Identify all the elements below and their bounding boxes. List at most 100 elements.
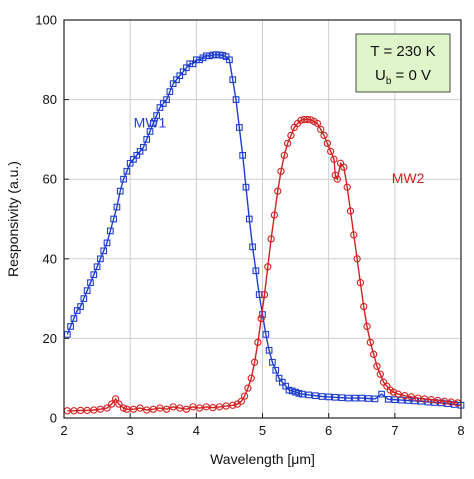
x-tick-label: 8 bbox=[457, 423, 464, 438]
data-point bbox=[384, 395, 392, 403]
data-point bbox=[149, 120, 157, 127]
data-point bbox=[156, 404, 164, 412]
data-point bbox=[407, 393, 416, 401]
y-tick-label: 40 bbox=[43, 251, 57, 266]
data-point bbox=[247, 374, 255, 382]
data-point bbox=[239, 151, 247, 159]
data-point bbox=[323, 139, 331, 148]
data-point bbox=[80, 295, 88, 302]
data-point bbox=[350, 231, 358, 239]
data-point bbox=[255, 291, 263, 298]
data-point bbox=[129, 405, 138, 413]
data-point bbox=[242, 183, 250, 191]
data-point bbox=[303, 115, 312, 124]
data-point bbox=[120, 175, 127, 183]
data-point bbox=[331, 171, 339, 179]
data-point bbox=[96, 405, 105, 413]
data-point bbox=[176, 404, 184, 412]
data-point bbox=[371, 395, 379, 403]
bias-subscript: b bbox=[386, 76, 392, 87]
data-point bbox=[87, 279, 94, 287]
y-tick-label: 0 bbox=[50, 411, 57, 426]
data-point bbox=[146, 128, 154, 135]
series-label-mw2: MW2 bbox=[392, 170, 425, 186]
y-axis-title: Responsivity (a.u.) bbox=[5, 161, 21, 277]
bias-value: = 0 V bbox=[391, 67, 431, 84]
data-point bbox=[237, 397, 245, 405]
series-mw2 bbox=[63, 115, 462, 415]
data-point bbox=[346, 207, 355, 215]
data-point bbox=[378, 390, 385, 398]
data-point bbox=[340, 163, 348, 171]
data-point bbox=[100, 247, 108, 255]
x-tick-label: 2 bbox=[60, 423, 67, 438]
data-point bbox=[245, 215, 253, 223]
data-point bbox=[365, 395, 372, 402]
data-point bbox=[272, 366, 280, 374]
data-point bbox=[327, 147, 335, 155]
data-point bbox=[370, 350, 378, 358]
data-point bbox=[77, 303, 84, 310]
data-point bbox=[93, 263, 101, 271]
data-point bbox=[343, 183, 351, 191]
data-point bbox=[277, 167, 285, 175]
data-point bbox=[83, 287, 91, 294]
data-point bbox=[345, 394, 352, 402]
data-point bbox=[229, 401, 237, 409]
data-point bbox=[338, 394, 346, 402]
data-point bbox=[182, 405, 191, 413]
data-point bbox=[264, 263, 272, 271]
data-point bbox=[391, 396, 399, 404]
data-point bbox=[401, 392, 409, 400]
data-point bbox=[249, 243, 256, 251]
data-point bbox=[252, 267, 260, 275]
data-point bbox=[67, 323, 74, 330]
data-point bbox=[331, 393, 339, 401]
series-label-mw1: MW1 bbox=[134, 114, 167, 130]
data-point bbox=[103, 239, 111, 247]
data-point bbox=[244, 384, 252, 392]
data-point bbox=[166, 88, 174, 95]
x-axis-title: Wavelength [μm] bbox=[210, 451, 315, 467]
data-point bbox=[240, 392, 249, 400]
series-labels: MW1 MW2 bbox=[134, 114, 425, 186]
data-point bbox=[226, 56, 233, 64]
x-tick-label: 6 bbox=[325, 423, 332, 438]
data-point bbox=[123, 167, 131, 175]
data-point bbox=[70, 315, 78, 322]
series-mw1 bbox=[63, 51, 465, 409]
data-point bbox=[195, 404, 204, 412]
data-point bbox=[325, 393, 333, 401]
data-point bbox=[274, 187, 282, 195]
series-line bbox=[66, 53, 462, 406]
data-point bbox=[333, 175, 341, 183]
data-point bbox=[267, 235, 275, 243]
y-tick-label: 60 bbox=[43, 172, 57, 187]
data-point bbox=[111, 395, 120, 403]
data-point bbox=[149, 405, 157, 413]
data-point bbox=[254, 338, 262, 347]
y-tick-label: 80 bbox=[43, 92, 57, 107]
bias-voltage-label: Ub = 0 V bbox=[375, 67, 431, 87]
data-point bbox=[363, 322, 371, 331]
data-point bbox=[394, 390, 402, 398]
data-point bbox=[317, 125, 325, 134]
data-point bbox=[232, 96, 240, 103]
data-point bbox=[115, 400, 123, 408]
data-point bbox=[119, 404, 128, 412]
data-point bbox=[305, 391, 313, 399]
data-point bbox=[103, 404, 111, 412]
data-point bbox=[398, 396, 405, 404]
series-layer bbox=[63, 51, 465, 415]
data-point bbox=[318, 393, 326, 400]
y-tick-label: 100 bbox=[35, 13, 57, 28]
x-tick-label: 3 bbox=[127, 423, 134, 438]
data-point bbox=[97, 255, 104, 263]
x-tick-label: 7 bbox=[391, 423, 398, 438]
data-point bbox=[373, 362, 381, 370]
data-point bbox=[140, 144, 147, 151]
data-point bbox=[270, 211, 279, 219]
data-point bbox=[260, 290, 269, 299]
